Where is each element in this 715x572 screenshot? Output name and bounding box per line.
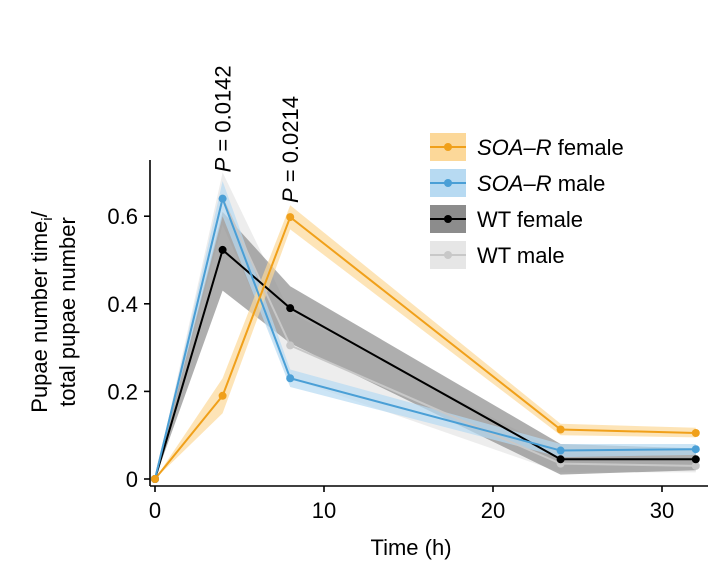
y-tick-label-0: 0 xyxy=(126,467,138,492)
legend-marker-soa-r-male xyxy=(444,179,452,187)
legend-label-soa-r-male: SOA–R male xyxy=(477,171,605,196)
legend: SOA–R female SOA–R male WT female WT male xyxy=(430,133,624,269)
legend-marker-soa-r-female xyxy=(444,143,452,151)
x-axis-title: Time (h) xyxy=(370,535,451,560)
x-tick-label-20: 20 xyxy=(481,498,505,523)
legend-label-wt-female: WT female xyxy=(477,207,583,232)
point-soa-r-male-t4 xyxy=(218,194,227,203)
y-tick-label-0-4: 0.4 xyxy=(107,292,138,317)
legend-label-soa-r-female: SOA–R female xyxy=(477,135,624,160)
point-soa-r-male-t24 xyxy=(556,446,565,455)
series-points xyxy=(151,194,700,483)
point-wt-female-t4 xyxy=(218,245,227,254)
point-wt-female-t24 xyxy=(556,455,565,464)
point-soa-r-female-t8 xyxy=(286,213,295,222)
point-soa-r-female-t24 xyxy=(556,425,565,434)
p-value-annotation-2: P = 0.0214 xyxy=(278,96,303,203)
y-ticks: 0 0.2 0.4 0.6 xyxy=(107,204,150,492)
point-soa-r-male-t32 xyxy=(691,445,700,454)
legend-label-wt-male: WT male xyxy=(477,243,565,268)
point-wt-male-t32 xyxy=(691,461,700,470)
point-soa-r-female-t4 xyxy=(218,391,227,400)
x-tick-label-30: 30 xyxy=(650,498,674,523)
y-axis-title-line1: Pupae number timei/ xyxy=(27,210,56,412)
point-wt-female-t32 xyxy=(691,455,700,464)
y-axis-title-line2: total pupae number xyxy=(55,217,80,407)
x-tick-label-10: 10 xyxy=(312,498,336,523)
y-tick-label-0-6: 0.6 xyxy=(107,204,138,229)
x-tick-label-0: 0 xyxy=(149,498,161,523)
legend-marker-wt-male xyxy=(444,251,452,259)
x-ticks: 0 10 20 30 xyxy=(149,486,674,523)
p-value-annotation-1: P = 0.0142 xyxy=(211,65,236,172)
y-tick-label-0-2: 0.2 xyxy=(107,379,138,404)
p-value-annotations: P = 0.0142 P = 0.0214 xyxy=(211,65,304,203)
point-soa-r-female-t32 xyxy=(691,429,700,438)
point-soa-r-female-t0 xyxy=(151,475,159,483)
legend-marker-wt-female xyxy=(444,215,452,223)
point-wt-male-t8 xyxy=(286,341,295,350)
confidence-bands xyxy=(155,172,696,479)
point-wt-female-t8 xyxy=(286,304,295,313)
point-soa-r-male-t8 xyxy=(286,374,295,383)
